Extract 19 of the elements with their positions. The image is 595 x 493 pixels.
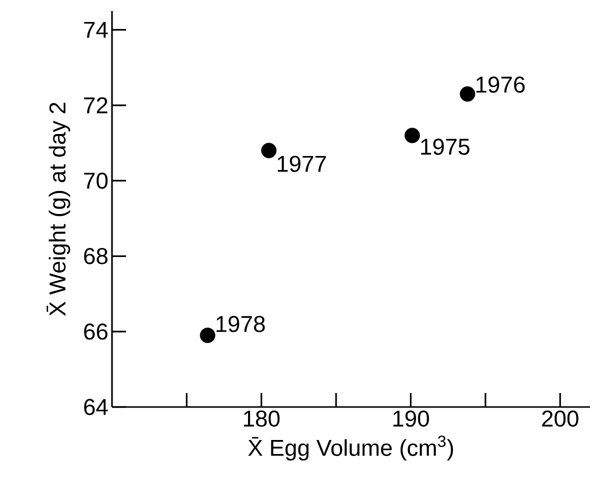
annotation: 1976: [476, 76, 525, 93]
annotation: 1977: [278, 156, 326, 172]
y-tick-label: 68: [84, 248, 108, 264]
y-axis-title: X̄ Weight (g) at day 2: [46, 102, 70, 316]
x-tick-label: 190: [393, 410, 429, 427]
point: [200, 328, 216, 344]
y-tick-label: 70: [84, 172, 108, 189]
y-tick-label: 64: [84, 398, 108, 416]
point: [261, 142, 277, 158]
x-axis-title: X̄ Egg Volume (cm$^{3}$): [248, 436, 453, 461]
annotation: 1978: [216, 316, 265, 332]
x-tick-label: 200: [542, 410, 578, 427]
annotation: 1975: [421, 138, 470, 155]
x-tick-label: 180: [244, 410, 280, 427]
y-tick-label: 66: [84, 323, 108, 340]
y-tick-label: 74: [84, 22, 108, 38]
point: [460, 86, 476, 102]
point: [404, 128, 420, 144]
y-tick-label: 72: [84, 97, 108, 114]
